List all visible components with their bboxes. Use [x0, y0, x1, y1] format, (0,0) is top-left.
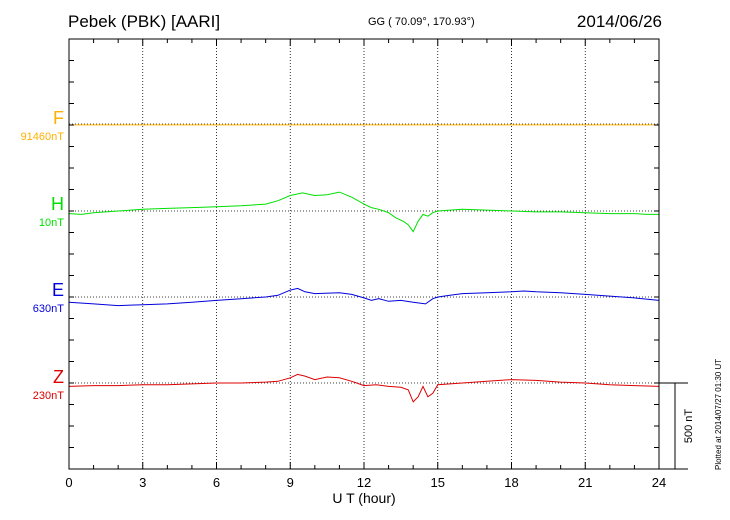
x-tick-label: 0	[65, 475, 72, 490]
channel-label-z: Z 230nT	[4, 367, 64, 402]
series-line-z	[68, 373, 660, 403]
chart-date: 2014/06/26	[576, 12, 662, 31]
chart-title: Pebek (PBK) [AARI]	[68, 12, 221, 31]
channel-baseline-f: 91460nT	[20, 131, 64, 143]
x-tick-label: 24	[652, 475, 666, 490]
channel-baseline-h: 10nT	[38, 217, 64, 229]
channel-name-h: H	[51, 194, 64, 214]
channel-name-f: F	[53, 108, 64, 128]
x-tick-label: 3	[139, 475, 146, 490]
x-tick-label: 21	[578, 475, 592, 490]
channel-baseline-e: 630nT	[32, 303, 64, 315]
x-tick-label: 9	[287, 475, 294, 490]
series-line-h	[68, 191, 659, 233]
x-tick-label: 18	[504, 475, 518, 490]
channel-baseline-z: 230nT	[32, 390, 64, 402]
series-line-e	[68, 287, 660, 307]
channel-name-z: Z	[53, 367, 64, 387]
x-tick-label: 12	[357, 475, 371, 490]
station-coordinates: GG ( 70.09°, 170.93°)	[368, 16, 475, 28]
x-axis-label: U T (hour)	[332, 490, 395, 506]
channel-label-f: F 91460nT	[4, 108, 64, 143]
channel-label-h: H 10nT	[4, 194, 64, 229]
scale-bar-label: 500 nT	[683, 409, 695, 444]
channel-label-e: E 630nT	[4, 280, 64, 315]
plot-frame	[68, 38, 660, 470]
channel-name-e: E	[51, 280, 64, 300]
x-tick-label: 6	[213, 475, 220, 490]
x-tick-label: 15	[431, 475, 445, 490]
